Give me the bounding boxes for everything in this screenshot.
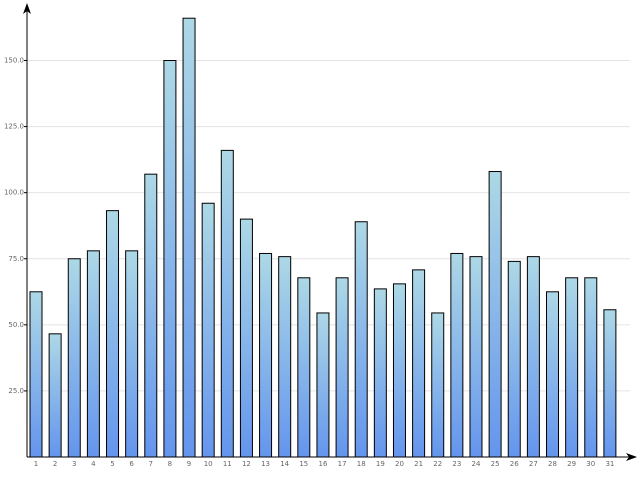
bar [316,312,330,458]
bar [469,256,483,458]
bar [297,277,311,458]
x-tick-label: 6 [129,460,134,468]
y-tick-label: 150.0 [4,57,24,65]
x-tick-label: 31 [605,460,614,468]
x-tick-label: 11 [223,460,232,468]
bar [48,333,62,458]
x-tick-label: 29 [567,460,576,468]
x-tick-label: 7 [149,460,153,468]
x-tick-label: 30 [586,460,595,468]
x-tick-label: 27 [529,460,538,468]
bar [565,277,579,458]
bar [335,277,349,458]
bar [239,218,253,458]
x-tick-label: 14 [280,460,289,468]
bar [220,149,234,458]
x-tick-label: 8 [168,460,172,468]
bar [507,260,521,458]
x-tick-label: 16 [318,460,327,468]
x-tick-label: 9 [187,460,191,468]
x-tick-label: 18 [357,460,366,468]
x-tick-label: 24 [472,460,481,468]
y-tick-label: 25.0 [8,387,24,395]
x-tick-label: 5 [110,460,114,468]
x-tick-label: 2 [53,460,57,468]
y-axis-arrow [23,3,31,14]
x-tick-label: 12 [242,460,251,468]
bar [106,210,120,458]
x-tick-label: 19 [376,460,385,468]
bar [201,202,215,458]
x-tick-label: 25 [491,460,500,468]
x-tick-label: 17 [338,460,347,468]
bar [278,256,292,458]
bar [603,309,617,458]
bar [412,269,426,458]
x-tick-label: 15 [299,460,308,468]
x-tick-label: 1 [34,460,38,468]
bar [546,291,560,458]
bar [29,291,43,458]
x-tick-label: 23 [452,460,461,468]
bar [163,60,177,458]
bar [259,252,273,458]
x-tick-label: 22 [433,460,442,468]
x-tick-label: 3 [72,460,76,468]
bar [125,250,139,458]
bar [182,17,196,458]
bar [584,277,598,458]
y-tick-label: 75.0 [8,255,24,263]
bar [86,250,100,458]
x-tick-label: 21 [414,460,423,468]
x-tick-label: 28 [548,460,557,468]
x-tick-label: 26 [510,460,519,468]
bar [373,288,387,458]
x-tick-label: 20 [395,460,404,468]
bar [431,312,445,458]
x-axis-arrow [626,453,637,461]
bar [144,173,158,458]
y-tick-label: 100.0 [4,189,24,197]
bar [67,258,81,458]
x-tick-label: 10 [204,460,213,468]
x-tick-label: 4 [91,460,96,468]
bar [354,221,368,458]
y-tick-label: 50.0 [8,321,24,329]
bar [526,256,540,458]
bar [450,252,464,458]
x-tick-label: 13 [261,460,270,468]
bar [392,283,406,458]
bar [488,171,502,458]
y-tick-label: 125.0 [4,123,24,131]
